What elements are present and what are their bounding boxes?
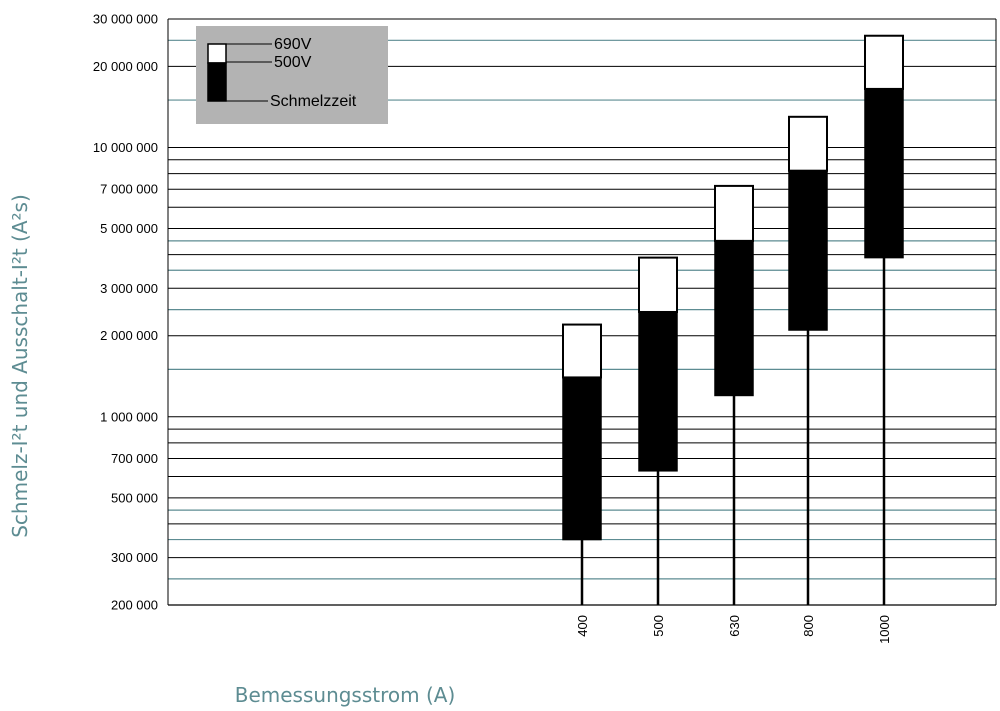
y-tick-label: 200 000 [111,598,158,613]
x-tick-label: 400 [575,615,590,637]
bar-690v [562,323,602,379]
bar-schmelzzeit-500v [864,88,904,259]
x-tick-label: 1000 [877,615,892,644]
bar-690v [864,34,904,90]
bar-schmelzzeit-500v [714,240,754,397]
x-tick-labels: 400 500 630 800 1000 [575,615,892,644]
bars [562,34,904,605]
y-tick-label: 20 000 000 [93,59,158,74]
bar-schmelzzeit-500v [562,376,602,541]
legend-swatch-690v [207,43,227,64]
legend-background [196,26,388,124]
y-tick-labels: 30 000 000 20 000 000 10 000 000 7 000 000 5… [93,12,158,613]
y-tick-label: 3 000 000 [100,281,158,296]
y-tick-label: 500 000 [111,490,158,505]
bar-690v [788,115,828,172]
legend: 690V 500V Schmelzzeit [196,26,388,124]
legend-label-schmelzzeit: Schmelzzeit [270,93,357,110]
y-tick-label: 1 000 000 [100,409,158,424]
legend-label-690v: 690V [274,36,312,53]
y-tick-label: 300 000 [111,550,158,565]
x-tick-label: 800 [801,615,816,637]
x-axis-title: Bemessungsstrom (A) [235,683,456,707]
y-tick-label: 5 000 000 [100,221,158,236]
bar-690v [638,256,678,313]
x-tick-label: 630 [727,615,742,637]
y-axis-title: Schmelz-I²t und Ausschalt-I²t (A²s) [8,194,32,538]
y-tick-label: 30 000 000 [93,12,158,27]
y-tick-label: 700 000 [111,451,158,466]
y-tick-label: 10 000 000 [93,140,158,155]
bar-schmelzzeit-500v [788,169,828,331]
y-tick-label: 7 000 000 [100,182,158,197]
bar-schmelzzeit-500v [638,311,678,472]
x-tick-label: 500 [651,615,666,637]
y-tick-label: 2 000 000 [100,328,158,343]
legend-swatch-500v [207,62,227,102]
bar-690v [714,184,754,242]
legend-label-500v: 500V [274,54,312,71]
